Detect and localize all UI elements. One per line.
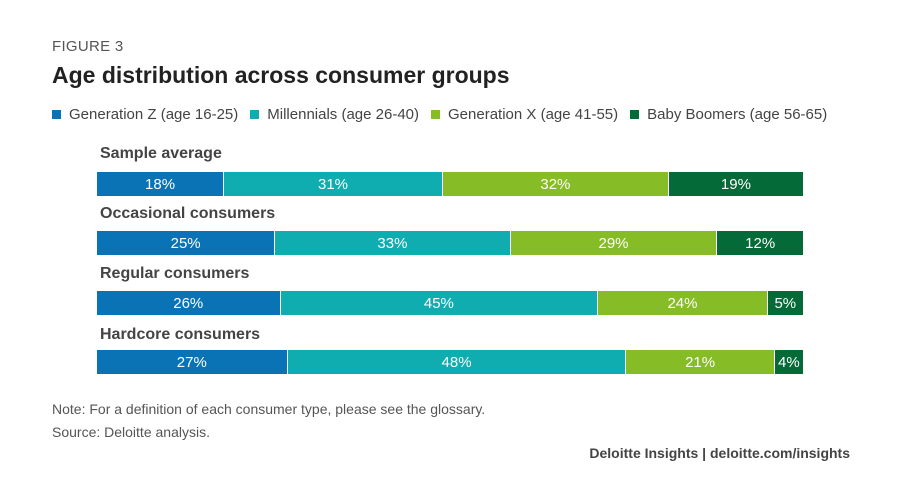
group-label-sample-average: Sample average [100, 145, 222, 162]
group-label-occasional-consumers: Occasional consumers [100, 205, 276, 222]
bar-row-occasional-consumers: 25% 33% 29% 12% [97, 231, 803, 255]
bar-row-hardcore-consumers: 27% 48% 21% 4% [97, 350, 803, 374]
note-text: Note: For a definition of each consumer … [52, 401, 486, 417]
legend-label-gen-x: Generation X (age 41-55) [448, 106, 619, 123]
chart-title: Age distribution across consumer groups [52, 62, 510, 88]
bar-segment-occasional-consumers-gen-x: 29% [510, 231, 718, 255]
bar-segment-sample-average-gen-x: 32% [442, 172, 669, 196]
footer-credit: Deloitte Insights | deloitte.com/insight… [589, 445, 850, 461]
legend: Generation Z (age 16-25) Millennials (ag… [52, 106, 839, 123]
bar-segment-sample-average-baby-boomers: 19% [668, 172, 803, 196]
legend-item-baby-boomers: Baby Boomers (age 56-65) [630, 106, 827, 123]
bar-segment-occasional-consumers-baby-boomers: 12% [717, 231, 803, 255]
bar-segment-regular-consumers-gen-z: 26% [97, 291, 281, 315]
legend-label-gen-z: Generation Z (age 16-25) [69, 106, 239, 123]
bar-segment-occasional-consumers-millennials: 33% [275, 231, 511, 255]
figure-label: FIGURE 3 [52, 38, 124, 55]
legend-item-gen-x: Generation X (age 41-55) [431, 106, 618, 123]
legend-item-gen-z: Generation Z (age 16-25) [52, 106, 238, 123]
bar-segment-hardcore-consumers-gen-x: 21% [626, 350, 775, 374]
bar-segment-hardcore-consumers-baby-boomers: 4% [774, 350, 803, 374]
bar-segment-hardcore-consumers-gen-z: 27% [97, 350, 288, 374]
legend-label-baby-boomers: Baby Boomers (age 56-65) [647, 106, 828, 123]
legend-swatch-millennials [250, 110, 260, 119]
group-label-hardcore-consumers: Hardcore consumers [100, 326, 261, 343]
bar-segment-regular-consumers-millennials: 45% [280, 291, 599, 315]
legend-swatch-baby-boomers [630, 110, 640, 119]
bar-segment-regular-consumers-gen-x: 24% [598, 291, 768, 315]
bar-segment-regular-consumers-baby-boomers: 5% [767, 291, 803, 315]
group-label-regular-consumers: Regular consumers [100, 265, 250, 282]
bar-segment-sample-average-millennials: 31% [224, 172, 443, 196]
bar-row-regular-consumers: 26% 45% 24% 5% [97, 291, 803, 315]
legend-item-millennials: Millennials (age 26-40) [250, 106, 419, 123]
source-text: Source: Deloitte analysis. [52, 424, 210, 440]
bar-segment-sample-average-gen-z: 18% [97, 172, 225, 196]
bar-segment-hardcore-consumers-millennials: 48% [287, 350, 627, 374]
legend-label-millennials: Millennials (age 26-40) [267, 106, 420, 123]
bar-segment-occasional-consumers-gen-z: 25% [97, 231, 276, 255]
bar-row-sample-average: 18% 31% 32% 19% [97, 172, 803, 196]
legend-swatch-gen-x [431, 110, 441, 119]
legend-swatch-gen-z [52, 110, 61, 119]
